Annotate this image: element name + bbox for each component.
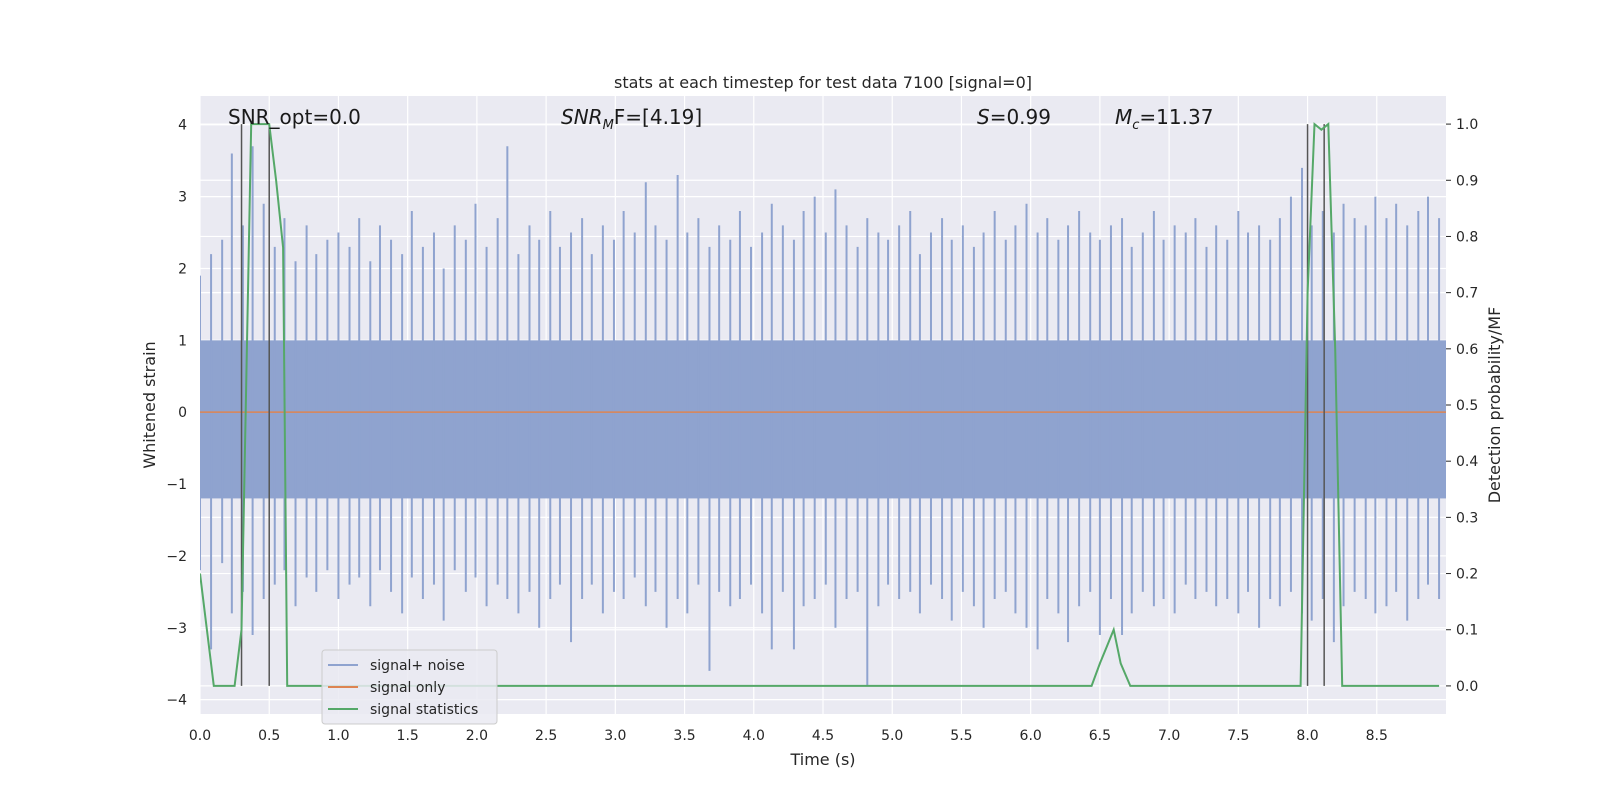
x-tick-label-7: 3.5 [673, 728, 695, 744]
y2-tick-label-3: 0.3 [1456, 510, 1478, 526]
x-tick-label-16: 8.0 [1296, 728, 1318, 744]
mc-annotation: Mc=11.37 [1115, 105, 1213, 133]
y2-tick-label-7: 0.7 [1456, 286, 1478, 302]
x-tick-label-1: 0.5 [258, 728, 280, 744]
y2-tick-label-9: 0.9 [1456, 173, 1478, 189]
mc-rest: =11.37 [1139, 105, 1213, 129]
x-tick-label-12: 6.0 [1020, 728, 1042, 744]
x-tick-label-2: 1.0 [327, 728, 349, 744]
legend-box [321, 649, 498, 725]
y2-tick-label-4: 0.4 [1456, 454, 1478, 470]
y2-tick-label-2: 0.2 [1456, 567, 1478, 583]
y-tick-label-4: 0 [178, 405, 187, 421]
snr-mf-name: SNR [561, 105, 603, 129]
series-layer [200, 122, 1446, 687]
snr-mf-annotation: SNRMF=[4.19] [561, 105, 702, 133]
y-tick-label-5: 1 [178, 333, 187, 349]
y2-tick-label-8: 0.8 [1456, 229, 1478, 245]
legend-label-signal-noise: signal+ noise [370, 658, 465, 674]
x-tick-label-5: 2.5 [535, 728, 557, 744]
y-tick-label-6: 2 [178, 261, 187, 277]
s-name: S [977, 105, 990, 129]
y-tick-label-7: 3 [178, 190, 187, 206]
y-tick-label-8: 4 [178, 118, 187, 134]
signal-statistics-line [200, 122, 1440, 687]
x-tick-label-9: 4.5 [812, 728, 834, 744]
legend-label-signal-only: signal only [370, 680, 445, 696]
y-tick-label-0: −4 [166, 693, 187, 709]
snr-mf-rest: F=[4.19] [614, 105, 702, 129]
y2-tick-label-1: 0.1 [1456, 623, 1478, 639]
x-axis-label: Time (s) [789, 750, 855, 769]
y-tick-label-3: −1 [166, 477, 187, 493]
x-tick-label-15: 7.5 [1227, 728, 1249, 744]
x-tick-label-11: 5.5 [950, 728, 972, 744]
snr-mf-sub: M [603, 118, 614, 133]
y2-tick-label-0: 0.0 [1456, 679, 1478, 695]
snr-opt-annotation: SNR_opt=0.0 [228, 105, 361, 129]
s-annotation: S=0.99 [977, 105, 1051, 129]
x-tick-label-6: 3.0 [604, 728, 626, 744]
x-tick-label-4: 2.0 [466, 728, 488, 744]
chart-title: stats at each timestep for test data 710… [614, 73, 1032, 92]
s-rest: =0.99 [990, 105, 1051, 129]
y-tick-label-1: −3 [166, 621, 187, 637]
x-tick-label-14: 7.0 [1158, 728, 1180, 744]
mc-sub: c [1132, 118, 1139, 133]
x-tick-label-0: 0.0 [189, 728, 211, 744]
y-axis-label: Whitened strain [140, 341, 159, 468]
y2-tick-label-5: 0.5 [1456, 398, 1478, 414]
y2-axis-ticks: 0.0 0.1 0.2 0.3 0.4 0.5 0.6 0.7 0.8 0.9 1.0 [1446, 117, 1478, 695]
x-tick-label-13: 6.5 [1089, 728, 1111, 744]
legend-label-signal-statistics: signal statistics [370, 702, 478, 718]
y-axis-ticks: −4 −3 −2 −1 0 1 2 3 4 [166, 118, 187, 709]
y2-tick-label-10: 1.0 [1456, 117, 1478, 133]
y-tick-label-2: −2 [166, 549, 187, 565]
x-axis-ticks: 0.0 0.5 1.0 1.5 2.0 2.5 3.0 3.5 4.0 4.5 5.0 5.5 6.0 6… [189, 728, 1388, 744]
legend: signal+ noise signal only signal statist… [321, 649, 498, 725]
mc-name: M [1115, 105, 1132, 129]
x-tick-label-17: 8.5 [1366, 728, 1388, 744]
y2-tick-label-6: 0.6 [1456, 342, 1478, 358]
x-tick-label-8: 4.0 [743, 728, 765, 744]
y2-axis-label: Detection probability/MF [1485, 307, 1504, 504]
x-tick-label-3: 1.5 [397, 728, 419, 744]
x-tick-label-10: 5.0 [881, 728, 903, 744]
